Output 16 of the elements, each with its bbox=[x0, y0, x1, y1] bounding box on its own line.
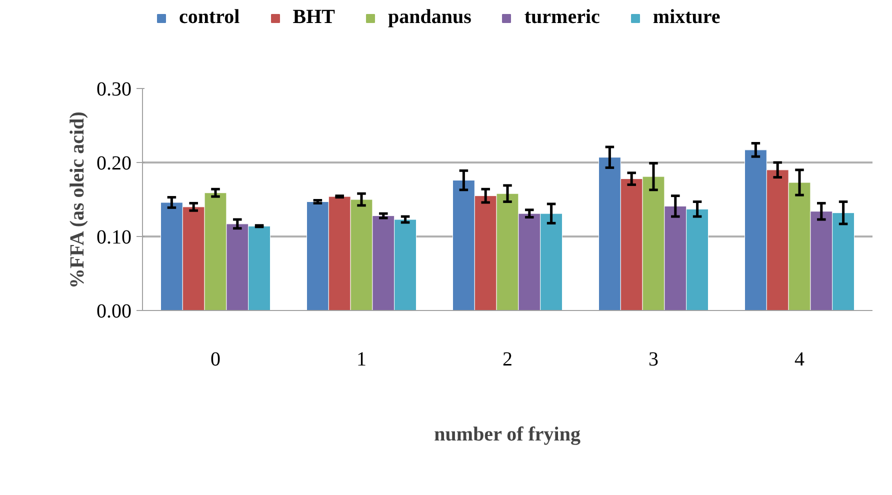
legend-label: turmeric bbox=[524, 6, 600, 29]
legend-label: control bbox=[179, 6, 240, 29]
y-tick-label: 0.20 bbox=[96, 152, 132, 174]
x-tick-label: 2 bbox=[502, 348, 512, 370]
x-tick-label: 4 bbox=[794, 348, 804, 370]
y-axis-title: %FFA (as oleic acid) bbox=[66, 112, 88, 288]
y-tick-label: 0.00 bbox=[96, 300, 132, 322]
x-tick-label: 0 bbox=[210, 348, 220, 370]
y-tick-label: 0.30 bbox=[96, 78, 132, 100]
x-tick-label: 3 bbox=[648, 348, 658, 370]
legend-label: BHT bbox=[292, 6, 335, 29]
y-tick-label: 0.10 bbox=[96, 226, 132, 248]
x-tick-label: 1 bbox=[356, 348, 366, 370]
legend-label: pandanus bbox=[388, 6, 472, 29]
x-axis-title: number of frying bbox=[434, 424, 580, 446]
legend-label: mixture bbox=[652, 6, 720, 29]
